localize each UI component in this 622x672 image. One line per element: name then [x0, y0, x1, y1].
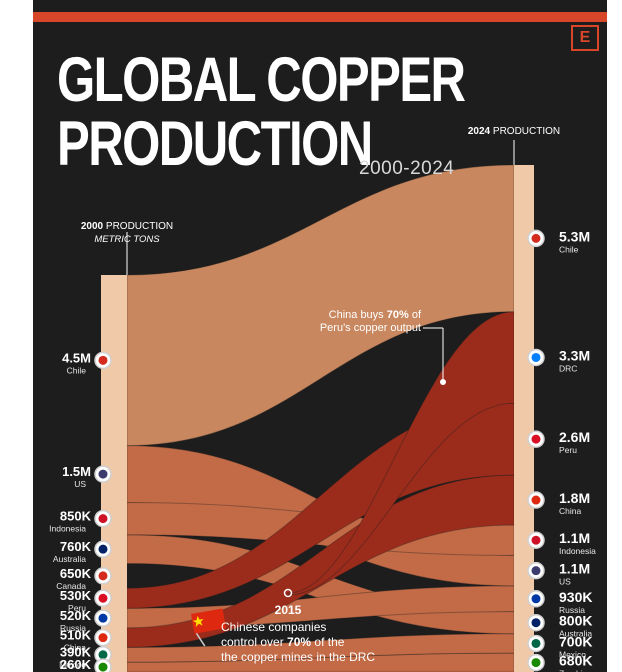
- mexico-flag-fill: [98, 650, 108, 660]
- mexico-flag-fill: [531, 638, 541, 648]
- end-value-indonesia: 1.1M: [559, 530, 590, 546]
- australia-flag-fill: [98, 544, 108, 554]
- peru-annotation-line1: China buys 70% of: [329, 309, 422, 321]
- end-country-russia: Russia: [559, 605, 585, 615]
- title-line-1: GLOBAL COPPER: [57, 45, 466, 115]
- drc-flag-fill: [531, 352, 541, 362]
- start-value-mexico: 390K: [60, 645, 92, 660]
- page-title: GLOBAL COPPER PRODUCTION: [57, 45, 466, 179]
- end-country-drc: DRC: [559, 363, 577, 373]
- end-value-chile: 5.3M: [559, 228, 590, 244]
- us-flag-fill: [531, 566, 541, 576]
- start-value-chile: 4.5M: [62, 350, 91, 365]
- drc-annotation-line1: Chinese companies: [221, 620, 326, 634]
- russia-flag-fill: [531, 594, 541, 604]
- end-country-mexico: Mexico: [559, 649, 586, 659]
- end-value-australia: 800K: [559, 613, 592, 629]
- accent-bar: [33, 12, 607, 22]
- right-axis-heading: 2024 PRODUCTION: [468, 126, 560, 137]
- end-country-us: US: [559, 577, 571, 587]
- peru-callout-dot: [440, 379, 446, 385]
- end-value-mexico: 700K: [559, 633, 592, 649]
- end-country-zambia: Zambia: [559, 669, 588, 672]
- chile-flag-fill: [531, 233, 541, 243]
- publisher-logo: E: [571, 25, 599, 51]
- peru-flag-fill: [531, 434, 541, 444]
- start-value-indonesia: 850K: [60, 509, 92, 524]
- start-country-china: China: [64, 643, 86, 653]
- start-country-australia: Australia: [53, 554, 86, 564]
- start-country-canada: Canada: [56, 581, 86, 591]
- start-value-canada: 650K: [60, 566, 92, 581]
- infographic-poster: E 2000 PRODUCTION METRIC TONS 2024 PRODU…: [33, 0, 607, 672]
- end-value-drc: 3.3M: [559, 347, 590, 363]
- china-flag-icon: [191, 608, 226, 647]
- peru-flag-fill: [98, 593, 108, 603]
- start-country-mexico: Mexico: [59, 660, 86, 670]
- start-value-zambia: 260K: [60, 657, 92, 672]
- indonesia-flag-fill: [531, 535, 541, 545]
- end-country-chile: Chile: [559, 244, 579, 254]
- us-flag-fill: [98, 469, 108, 479]
- start-value-russia: 520K: [60, 608, 92, 623]
- start-country-us: US: [74, 479, 86, 489]
- drc-annotation-line3: the copper mines in the DRC: [221, 650, 375, 664]
- start-country-chile: Chile: [67, 365, 87, 375]
- chile-flag-fill: [98, 355, 108, 365]
- start-country-russia: Russia: [60, 623, 86, 633]
- left-axis-unit: METRIC TONS: [94, 234, 160, 245]
- start-country-indonesia: Indonesia: [49, 524, 86, 534]
- russia-flag-fill: [98, 613, 108, 623]
- china-flag-fill: [531, 495, 541, 505]
- flow-chile: [126, 164, 515, 447]
- start-country-peru: Peru: [68, 603, 86, 613]
- start-value-china: 510K: [60, 628, 92, 643]
- left-axis-heading: 2000 PRODUCTION: [81, 221, 173, 232]
- canada-flag-fill: [98, 571, 108, 581]
- zambia-flag-fill: [531, 658, 541, 668]
- end-value-china: 1.8M: [559, 490, 590, 506]
- end-value-zambia: 680K: [559, 653, 592, 669]
- end-country-peru: Peru: [559, 445, 577, 455]
- end-country-indonesia: Indonesia: [559, 546, 596, 556]
- sankey-chart: 2000 PRODUCTION METRIC TONS 2024 PRODUCT…: [49, 126, 596, 672]
- end-value-peru: 2.6M: [559, 429, 590, 445]
- australia-flag-fill: [531, 618, 541, 628]
- end-value-us: 1.1M: [559, 561, 590, 577]
- end-value-russia: 930K: [559, 589, 592, 605]
- peru-annotation-line2: Peru's copper output: [320, 322, 421, 334]
- start-value-australia: 760K: [60, 539, 92, 554]
- year-marker-label: 2015: [275, 603, 302, 617]
- china-flag-fill: [98, 633, 108, 643]
- end-country-australia: Australia: [559, 629, 592, 639]
- start-value-us: 1.5M: [62, 464, 91, 479]
- flow-layer: [126, 164, 515, 672]
- indonesia-flag-fill: [98, 514, 108, 524]
- year-marker-dot: [283, 588, 293, 598]
- zambia-flag-fill: [98, 662, 108, 672]
- end-country-china: China: [559, 506, 581, 516]
- drc-annotation-line2: control over 70% of the: [221, 635, 345, 649]
- end-labels: 5.3MChile3.3MDRC2.6MPeru1.8MChina1.1MInd…: [527, 228, 596, 672]
- page-subtitle: 2000-2024: [359, 158, 455, 179]
- start-value-peru: 530K: [60, 588, 92, 603]
- title-line-2: PRODUCTION: [57, 109, 373, 179]
